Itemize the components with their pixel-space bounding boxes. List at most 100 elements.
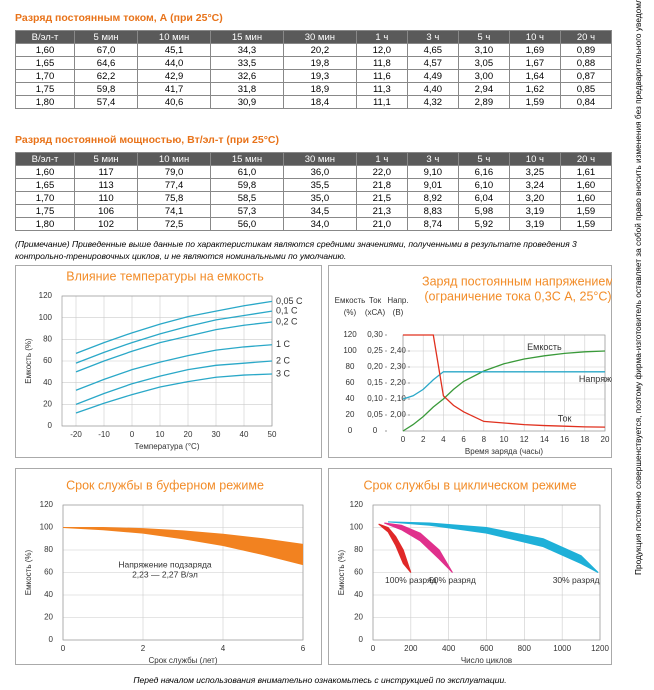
y-axis-label: Емкость (%) [24, 549, 33, 595]
x-tick-label: 0 [61, 644, 66, 653]
band-area [384, 523, 453, 573]
table-cell: 1,75 [15, 204, 75, 218]
table-cell: 11,6 [355, 69, 408, 83]
x-tick-label: 10 [500, 435, 509, 444]
table-cell: 40,6 [137, 95, 212, 109]
table-cell: 3,05 [457, 56, 510, 70]
series-line [75, 300, 273, 355]
table-cell: 21,8 [355, 178, 408, 192]
table-cell: 117 [73, 165, 139, 179]
plot-frame [402, 334, 606, 432]
table-cell: 4,49 [406, 69, 459, 83]
table-cell: 1,60 [559, 191, 613, 205]
table-cell: 6,10 [457, 178, 510, 192]
table-cell: 0,85 [559, 82, 613, 96]
table-row: 1,75 106 74,1 57,3 34,5 21,3 8,83 5,98 3,19 1,59 [15, 204, 613, 218]
y3-tick-label: 2,40 [390, 346, 406, 355]
band-upper [378, 523, 412, 573]
x-tick-label: 800 [518, 644, 532, 653]
header-cell: 15 мин [210, 152, 284, 166]
table-cell: 34,0 [282, 217, 357, 231]
table-cell: 3,24 [508, 178, 561, 192]
chart-frame [15, 468, 322, 665]
y-tick-label: 40 [354, 590, 363, 599]
y-tick-label: 60 [346, 378, 355, 387]
table-cell: 34,5 [282, 204, 357, 218]
band-upper [384, 522, 453, 573]
y-tick-label: 80 [44, 545, 53, 554]
table-row: 1,60 117 79,0 61,0 36,0 22,0 9,10 6,16 3,25 1,61 [15, 165, 613, 179]
header-cell: В/эл-т [15, 152, 75, 166]
table-cell: 8,92 [406, 191, 459, 205]
table-cell: 59,8 [210, 178, 284, 192]
table-cell: 1,65 [15, 56, 75, 70]
table-cell: 0,89 [559, 43, 613, 57]
table-row: 1,70 62,2 42,9 32,6 19,3 11,6 4,49 3,00 1,64 0,87 [15, 69, 613, 83]
table-cell: 0,87 [559, 69, 613, 83]
x-tick-label: 400 [442, 644, 456, 653]
plot-frame [62, 504, 304, 641]
x-axis-label: Срок службы (лет) [149, 656, 218, 665]
table-cell: 113 [73, 178, 139, 192]
header-cell: 30 мин [282, 152, 357, 166]
table-cell: 32,6 [210, 69, 284, 83]
x-tick-label: 1000 [553, 644, 571, 653]
table-cell: 102 [73, 217, 139, 231]
x-tick-label: 2 [421, 435, 426, 444]
x-tick-label: 14 [540, 435, 549, 444]
table-cell: 30,9 [210, 95, 284, 109]
table-cell: 1,70 [15, 191, 75, 205]
y2-tick-label: 0 [373, 426, 378, 435]
y-tick-label: 100 [343, 346, 357, 355]
header-cell: 10 ч [508, 30, 561, 44]
table-cell: 11,3 [355, 82, 408, 96]
table-row: 1,75 59,8 41,7 31,8 18,9 11,3 4,40 2,94 1,62 0,85 [15, 82, 613, 96]
y3-tick-label: 2,30 [390, 362, 406, 371]
y-axis-label: Емкость (%) [24, 338, 33, 384]
annotation: Напряжение подзаряда [118, 559, 212, 569]
series-label: Напряжение [579, 374, 612, 384]
chart: Срок службы в буферном режиме02040608010… [15, 468, 322, 665]
band-area [378, 524, 411, 573]
chart-title: Срок службы в циклическом режиме [363, 478, 576, 492]
x-tick-label: 2 [141, 644, 146, 653]
x-tick-label: 4 [441, 435, 446, 444]
x-tick-label: 0 [130, 430, 135, 439]
x-tick-label: -10 [98, 430, 110, 439]
header-cell: 30 мин [282, 30, 357, 44]
y-tick-label: 60 [354, 568, 363, 577]
table-title: Разряд постоянной мощностью, Вт/эл-т (пр… [15, 134, 279, 146]
band-upper [388, 521, 599, 573]
series-label: 1 C [276, 339, 291, 349]
header-cell: 5 мин [73, 152, 139, 166]
header-cell: 5 ч [457, 152, 510, 166]
y-axis-label: Емкость (%) [337, 549, 346, 595]
table-cell: 1,59 [559, 204, 613, 218]
table-cell: 2,89 [457, 95, 510, 109]
series-line [75, 360, 273, 405]
series-label: 2 C [276, 355, 291, 365]
table-cell: 1,60 [15, 165, 75, 179]
x-tick-label: 40 [240, 430, 249, 439]
table-cell: 18,9 [282, 82, 357, 96]
table-cell: 5,98 [457, 204, 510, 218]
table-cell: 1,70 [15, 69, 75, 83]
table-cell: 1,67 [508, 56, 561, 70]
band-area [388, 521, 599, 573]
table-cell: 5,92 [457, 217, 510, 231]
series-line [75, 373, 273, 414]
y2-tick-label: 0,05 [367, 410, 383, 419]
x-tick-label: 20 [601, 435, 610, 444]
header-cell: 1 ч [355, 30, 408, 44]
band-lower [388, 521, 599, 573]
x-tick-label: 4 [221, 644, 226, 653]
x-tick-label: 8 [482, 435, 487, 444]
table-cell: 62,2 [73, 69, 139, 83]
table-cell: 4,40 [406, 82, 459, 96]
y2-tick-label: 0,20 [367, 362, 383, 371]
table-cell: 4,32 [406, 95, 459, 109]
x-tick-label: 6 [461, 435, 466, 444]
table-cell: 110 [73, 191, 139, 205]
series-label: 0,05 C [276, 296, 303, 306]
